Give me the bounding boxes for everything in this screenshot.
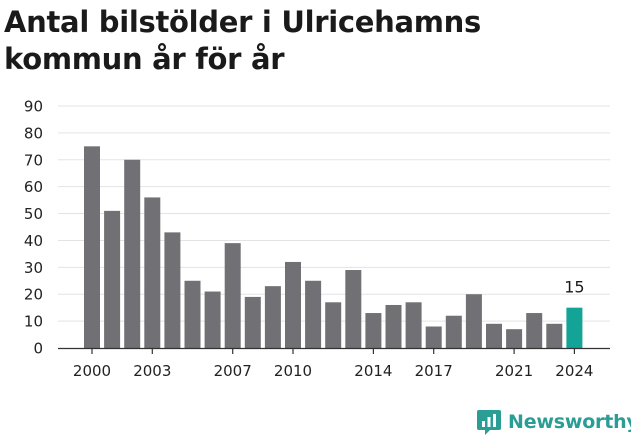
x-tick-label: 2007	[214, 362, 252, 380]
bar-2020	[486, 323, 502, 348]
bar-2005	[184, 280, 201, 348]
bar-2023	[546, 323, 563, 348]
bar-2006	[204, 291, 221, 348]
bar-2013	[345, 270, 362, 348]
bar-2024	[566, 307, 583, 348]
data-labels: 15	[564, 278, 584, 297]
bar-2000	[84, 146, 100, 348]
y-axis-ticks: 0 10 20 30 40 50 60 70 80 90	[24, 98, 43, 358]
bar-2007	[224, 243, 241, 348]
newsworthy-icon	[477, 410, 501, 435]
y-tick-label: 60	[24, 178, 43, 196]
x-tick-label: 2014	[354, 362, 392, 380]
bar-2003	[144, 197, 161, 348]
gridlines	[58, 105, 610, 322]
y-tick-label: 90	[24, 98, 43, 116]
y-tick-label: 50	[24, 205, 43, 223]
y-tick-label: 70	[24, 151, 43, 169]
x-tick-label: 2021	[495, 362, 533, 380]
bar-2014	[365, 313, 382, 348]
bar-2002	[124, 159, 141, 348]
bar-2022	[526, 313, 543, 348]
bar-2010	[285, 261, 301, 348]
bar-2004	[164, 232, 181, 348]
y-tick-label: 30	[24, 259, 43, 277]
bar-2015	[385, 304, 402, 348]
x-axis: 2000 2003 2007 2010 2014 2017 2021 2024	[58, 347, 610, 380]
y-tick-label: 80	[24, 124, 43, 142]
bar-2011	[305, 280, 322, 348]
bar-2019	[465, 294, 482, 348]
y-tick-label: 40	[24, 232, 43, 250]
x-tick-label: 2024	[555, 362, 593, 380]
bar-2001	[104, 210, 121, 348]
bar-2012	[325, 302, 342, 348]
x-tick-label: 2010	[274, 362, 312, 380]
bar-2009	[264, 286, 281, 348]
x-tick-label: 2017	[415, 362, 453, 380]
bar-2017	[425, 326, 442, 348]
data-label-2024: 15	[564, 278, 584, 297]
y-tick-label: 0	[33, 340, 43, 358]
brand-name: Newsworthy	[508, 411, 631, 433]
bar-2016	[405, 302, 422, 348]
bar-2021	[506, 329, 523, 348]
x-tick-label: 2000	[73, 362, 111, 380]
newsworthy-logo: Newsworthy	[476, 407, 631, 437]
chart-title: Antal bilstölder i Ulricehamns kommun år…	[4, 5, 481, 76]
y-tick-label: 10	[24, 313, 43, 331]
bar-2018	[445, 315, 462, 348]
bar-2008	[244, 296, 261, 348]
bars	[84, 146, 583, 348]
y-tick-label: 20	[24, 286, 43, 304]
x-tick-label: 2003	[133, 362, 171, 380]
